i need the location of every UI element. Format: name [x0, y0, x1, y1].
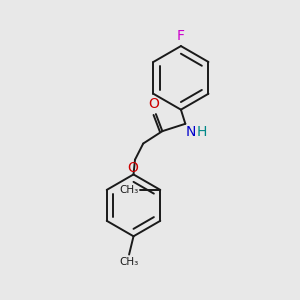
Text: H: H [196, 125, 207, 139]
Text: O: O [128, 161, 138, 175]
Text: F: F [177, 28, 185, 43]
Text: N: N [186, 125, 196, 139]
Text: CH₃: CH₃ [119, 257, 139, 267]
Text: CH₃: CH₃ [119, 185, 138, 195]
Text: O: O [148, 97, 159, 111]
